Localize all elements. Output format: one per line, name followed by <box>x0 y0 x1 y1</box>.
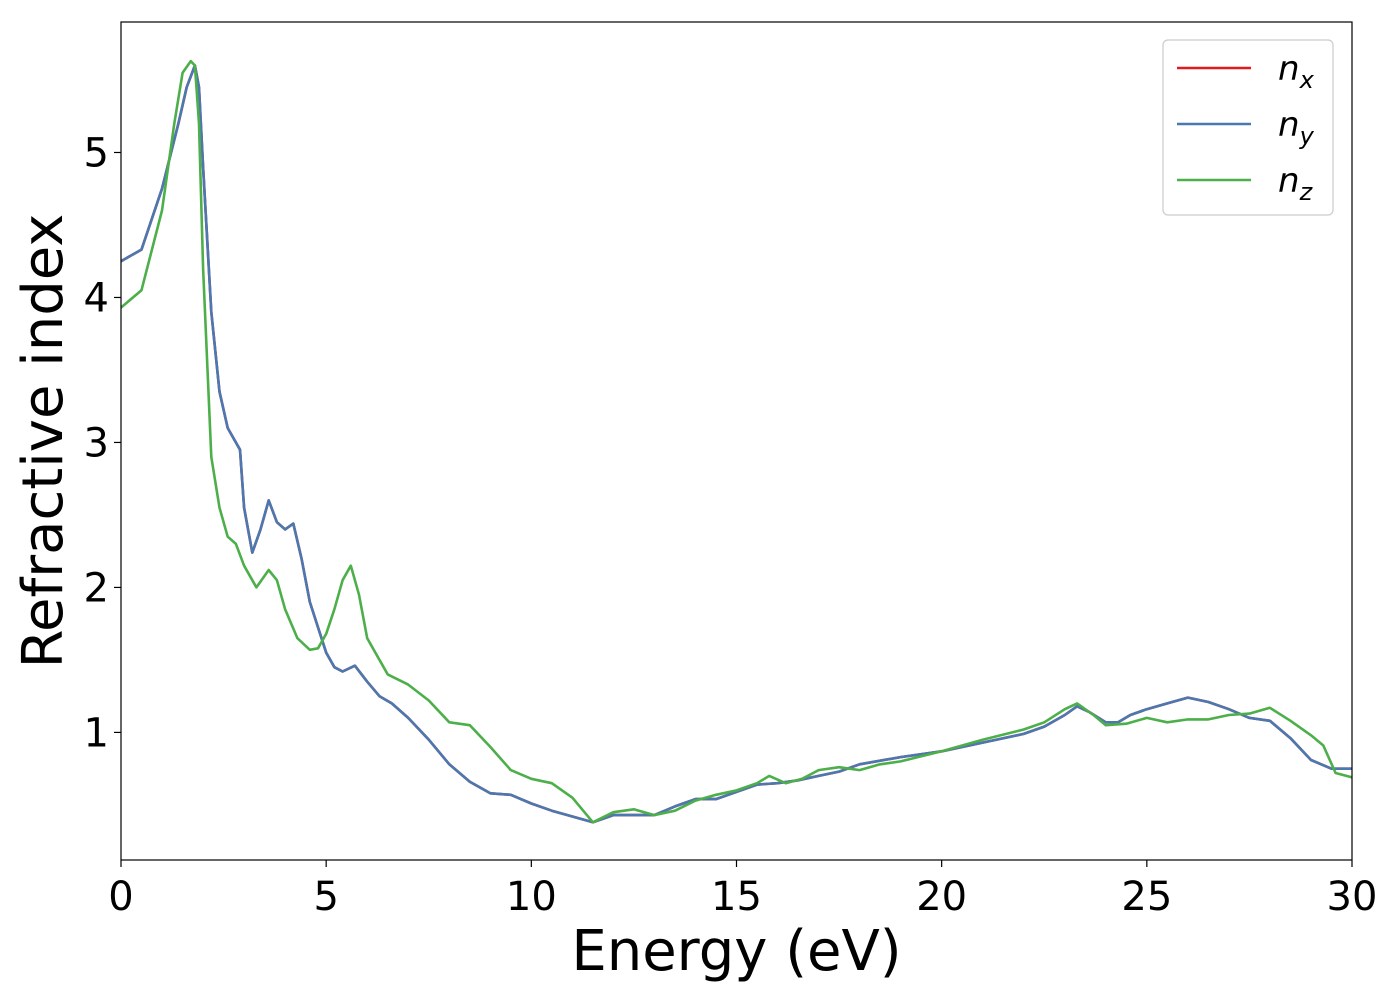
x-tick-label: 30 <box>1327 874 1378 920</box>
y-tick-label: 4 <box>84 275 109 321</box>
y-tick-label: 2 <box>84 565 109 611</box>
x-axis-label: Energy (eV) <box>571 919 901 984</box>
legend-box <box>1162 39 1334 216</box>
y-tick-label: 3 <box>84 420 109 466</box>
series-line-n-z <box>121 59 1352 824</box>
legend: nx ny nz <box>1162 39 1334 216</box>
series-line-n-y <box>121 64 1352 824</box>
legend-label-n-x: nx <box>1278 49 1315 94</box>
axes: 0 5 10 15 20 25 30 1 2 3 4 5 <box>84 21 1378 920</box>
legend-label-n-z: nz <box>1278 161 1314 206</box>
y-tick-label: 5 <box>84 130 109 176</box>
x-tick-label: 25 <box>1121 874 1172 920</box>
x-tick-label: 5 <box>313 874 338 920</box>
x-tick-label: 10 <box>506 874 557 920</box>
x-tick-label: 0 <box>108 874 133 920</box>
y-tick-label: 1 <box>84 710 109 756</box>
x-tick-label: 15 <box>711 874 762 920</box>
y-axis-label: Refractive index <box>11 214 76 669</box>
plot-area <box>121 59 1352 824</box>
legend-label-n-y: ny <box>1278 105 1315 150</box>
x-tick-label: 20 <box>916 874 967 920</box>
